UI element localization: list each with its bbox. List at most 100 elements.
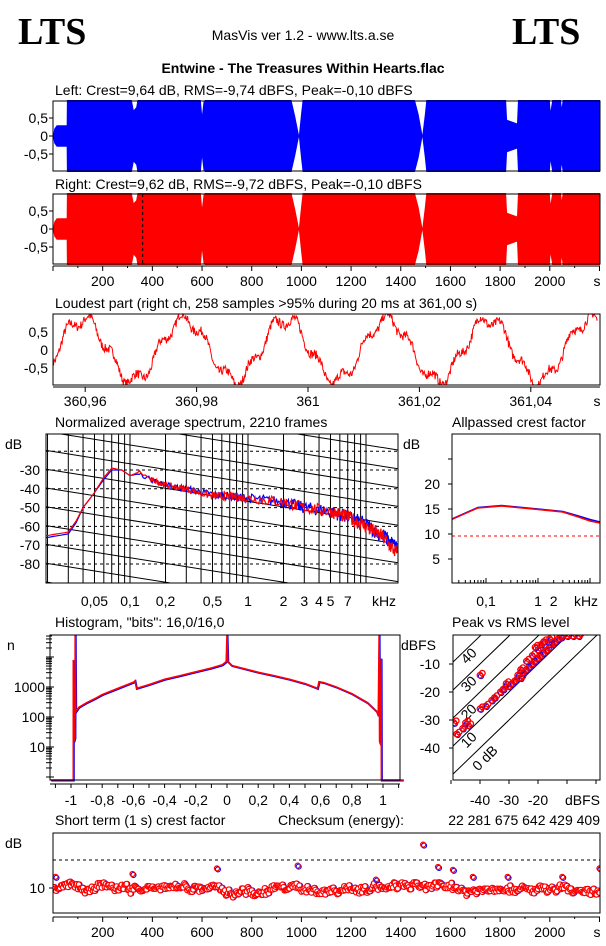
time-tick-label: 1400 [385, 924, 416, 940]
peak-point-right [557, 635, 565, 641]
allpassed-ytick-label: 20 [424, 476, 440, 492]
peak-point-right [548, 635, 556, 641]
peak-ytick-label: -30 [420, 712, 440, 728]
spectrum-ylabel: dB [5, 436, 22, 452]
time-tick-label: 1000 [286, 273, 317, 289]
peak-crest-label-3: 10 [457, 728, 479, 750]
time-tick-label: 2000 [534, 273, 565, 289]
histogram-xtick-label: 1 [379, 792, 387, 808]
loudest-xtick-label: 361,02 [398, 393, 441, 409]
allpassed-crest-title: Allpassed crest factor [452, 414, 586, 430]
allpassed-xtick-label: 2 [550, 593, 558, 609]
loudest-part-frame [52, 313, 601, 386]
checksum-label: Checksum (energy): [278, 812, 404, 828]
file-title: Entwine - The Treasures Within Hearts.fl… [161, 60, 444, 76]
crest-highlight-left [373, 877, 380, 884]
allpassed-xunit: kHz [574, 593, 598, 609]
short-term-crest-title: Short term (1 s) crest factor [55, 812, 226, 828]
crest-highlight-right [294, 862, 301, 869]
crest-highlight-right [213, 865, 221, 872]
peak-point-right [539, 638, 547, 646]
right-waveform-ytick-label: -0,5 [24, 239, 48, 255]
histogram-ytick-label: 100 [22, 709, 46, 725]
spectrum-ytick-label: -50 [20, 500, 40, 516]
crest-highlight-left [560, 874, 567, 881]
crest-highlight-right [372, 876, 380, 883]
right-waveform-ytick-label: 0 [40, 221, 48, 237]
left-waveform-ytick-label: -0,5 [24, 146, 48, 162]
time-tick-label: 1200 [336, 273, 367, 289]
peak-xlabel: dBFS [565, 792, 600, 808]
peak-crest-line [453, 635, 598, 775]
crest-highlight-left [470, 874, 477, 881]
peak-vs-rms-title: Peak vs RMS level [452, 614, 569, 630]
peak-point-right [575, 635, 583, 640]
checksum-value: 22 281 675 642 429 409 [448, 812, 600, 828]
spectrum-slope-line [46, 525, 398, 583]
spectrum-ytick-label: -30 [20, 462, 40, 478]
spectrum-slope-line [176, 434, 398, 470]
time-tick-label: 800 [240, 273, 264, 289]
loudest-ytick-label: -0,5 [24, 360, 48, 376]
loudest-xunit: s [594, 393, 601, 409]
app-title: MasVis ver 1.2 - www.lts.a.se [212, 27, 395, 43]
peak-point-right [566, 635, 573, 638]
allpassed-xtick-label: 1 [534, 593, 542, 609]
peak-xtick-label: -30 [499, 792, 519, 808]
spectrum-xtick-label: 1 [244, 593, 252, 609]
left-waveform-ytick-label: 0,5 [29, 110, 49, 126]
histogram-xtick-label: 0,4 [280, 792, 300, 808]
left-waveform-ytick-label: 0 [40, 128, 48, 144]
spectrum-slope-line [57, 434, 398, 489]
crest-highlight-right [53, 873, 59, 880]
peak-point-right [533, 641, 541, 649]
time-tick-label: 1400 [385, 273, 416, 289]
time-tick-label: 200 [91, 273, 115, 289]
crest-highlight-right [469, 873, 476, 880]
peak-xtick-label: -40 [470, 792, 490, 808]
peak-ylabel: dBFS [401, 637, 436, 653]
spectrum-title: Normalized average spectrum, 2210 frames [55, 414, 327, 430]
crest-highlight-right [504, 873, 511, 880]
spectrum-right-line [46, 467, 398, 557]
left-waveform-signal [53, 100, 600, 172]
spectrum-frame [45, 433, 399, 584]
time-tick-label: 1800 [485, 273, 516, 289]
spectrum-ytick-label: -70 [20, 537, 40, 553]
histogram-right-line [50, 634, 404, 781]
peak-point-right [571, 635, 579, 638]
spectrum-ytick-label: -40 [20, 481, 40, 497]
allpassed-right-line [451, 505, 601, 524]
time-unit-label: s [594, 924, 601, 940]
time-tick-label: 2000 [534, 924, 565, 940]
peak-ytick-label: -40 [420, 740, 440, 756]
loudest-xtick-label: 360,98 [175, 393, 218, 409]
histogram-frame [49, 634, 401, 781]
time-tick-label: 600 [190, 273, 214, 289]
spectrum-xtick-label: 0,5 [203, 593, 223, 609]
histogram-xtick-label: 0,6 [311, 792, 331, 808]
peak-point-right [519, 664, 527, 672]
short-crest-frame [52, 832, 601, 914]
crest-point-right [596, 889, 600, 897]
loudest-xtick-label: 360,96 [64, 393, 107, 409]
time-unit-label: s [594, 273, 601, 289]
peak-point-right [577, 635, 585, 638]
spectrum-slope-line [46, 543, 292, 583]
histogram-xtick-label: -0,6 [121, 792, 145, 808]
time-tick-label: 400 [141, 924, 165, 940]
spectrum-slope-line [294, 434, 398, 451]
crest-point-right [123, 880, 130, 887]
crest-highlight-right [420, 841, 427, 848]
crest-highlight-right [434, 863, 442, 871]
allpassed-ytick-label: 5 [432, 551, 440, 567]
spectrum-ytick-label: -80 [20, 556, 40, 572]
crest-point-right [361, 883, 369, 890]
peak-point-right [484, 700, 492, 708]
peak-point-right [467, 720, 475, 728]
spectrum-slope-line [46, 449, 398, 507]
loudest-xtick-label: 361 [296, 393, 320, 409]
peak-crest-label-4: 0 dB [469, 742, 501, 774]
time-tick-label: 1600 [435, 273, 466, 289]
allpassed-ytick-label: 10 [424, 526, 440, 542]
